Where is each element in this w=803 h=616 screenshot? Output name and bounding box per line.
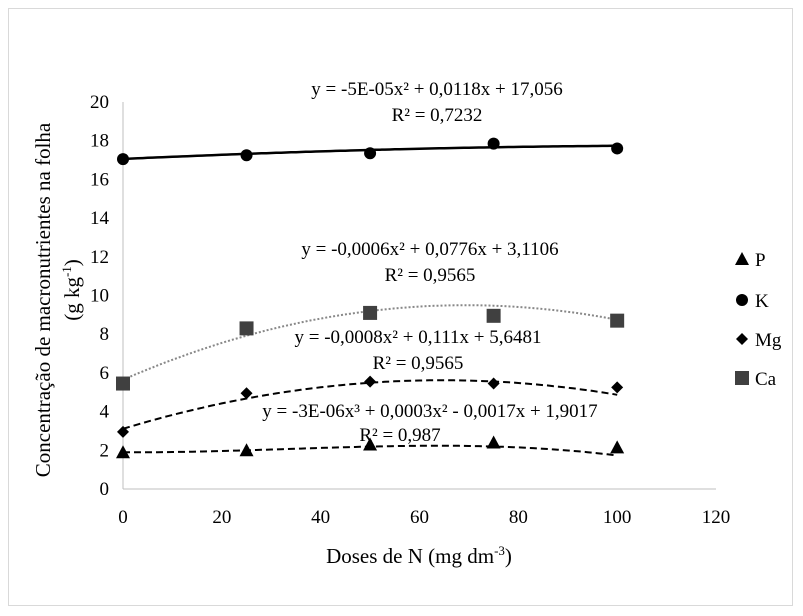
y-tick-label: 18 [90, 131, 109, 152]
legend: PK Mg Ca [735, 250, 782, 390]
point-p [610, 440, 625, 454]
eq-p: y = -3E-06x³ + 0,0003x² - 0,0017x + 1,90… [262, 401, 597, 422]
point-k [117, 153, 129, 166]
y-tick-label: 0 [100, 479, 110, 500]
point-mg [611, 381, 624, 394]
r2-p: R² = 0,987 [359, 425, 440, 446]
point-k [611, 142, 624, 155]
eq-ca: y = -0,0008x² + 0,111x + 5,6481 [294, 327, 541, 348]
axes [122, 102, 716, 490]
legend-label-p: P [755, 250, 766, 271]
x-tick-label: 40 [311, 507, 330, 528]
point-mg [240, 387, 253, 400]
y-axis-title-line1: Concentração de macronutrientes na folha [31, 122, 55, 477]
point-ca [610, 313, 625, 328]
y-tick-label: 20 [90, 92, 109, 113]
point-p [116, 445, 130, 459]
legend-marker-mg [736, 333, 748, 345]
point-k [240, 149, 253, 162]
point-k [487, 137, 500, 150]
r2-k: R² = 0,7232 [392, 105, 483, 126]
point-mg [117, 425, 129, 438]
y-tick-label: 12 [90, 247, 109, 268]
point-mg [487, 377, 500, 390]
legend-label-mg: Mg [755, 330, 782, 351]
point-ca [363, 305, 378, 320]
point-p [486, 435, 501, 449]
y-tick-label: 4 [100, 402, 110, 423]
y-tick-label: 2 [100, 440, 110, 461]
point-k [364, 147, 377, 160]
x-tick-label: 60 [410, 507, 429, 528]
legend-marker-p [735, 252, 749, 265]
data-points [116, 137, 625, 459]
x-tick-label: 20 [212, 507, 231, 528]
point-mg [364, 375, 377, 388]
axis-titles: Doses de N (mg dm-3) Concentração de mac… [31, 122, 512, 568]
eq-mg: y = -0,0006x² + 0,0776x + 3,1106 [301, 239, 558, 260]
r2-ca: R² = 0,9565 [373, 353, 464, 374]
x-tick-label: 0 [118, 507, 128, 528]
point-ca [486, 308, 501, 323]
x-axis-title: Doses de N (mg dm-3) [326, 543, 512, 568]
legend-marker-ca [735, 371, 749, 385]
x-tick-label: 120 [702, 507, 731, 528]
y-tick-label: 6 [100, 363, 110, 384]
legend-label-k: K [755, 291, 769, 312]
point-p [363, 437, 378, 451]
tick-labels: 0 20 40 60 80 100 120 0 2 4 6 8 10 12 14 16 18 20 [90, 92, 730, 528]
legend-marker-k [736, 294, 748, 306]
y-axis-title-line2: (g kg-1) [59, 259, 84, 321]
y-tick-label: 14 [90, 208, 110, 229]
legend-label-ca: Ca [755, 369, 777, 390]
y-tick-label: 8 [100, 324, 110, 345]
point-p [239, 443, 254, 457]
y-tick-label: 10 [90, 286, 109, 307]
r2-mg: R² = 0,9565 [385, 265, 476, 286]
point-ca [116, 376, 130, 391]
y-tick-label: 16 [90, 169, 109, 190]
x-tick-label: 80 [509, 507, 528, 528]
point-ca [239, 321, 254, 336]
eq-k: y = -5E-05x² + 0,0118x + 17,056 [311, 79, 562, 100]
x-tick-label: 100 [603, 507, 632, 528]
equation-annotations: y = -5E-05x² + 0,0118x + 17,056 R² = 0,7… [262, 79, 597, 446]
